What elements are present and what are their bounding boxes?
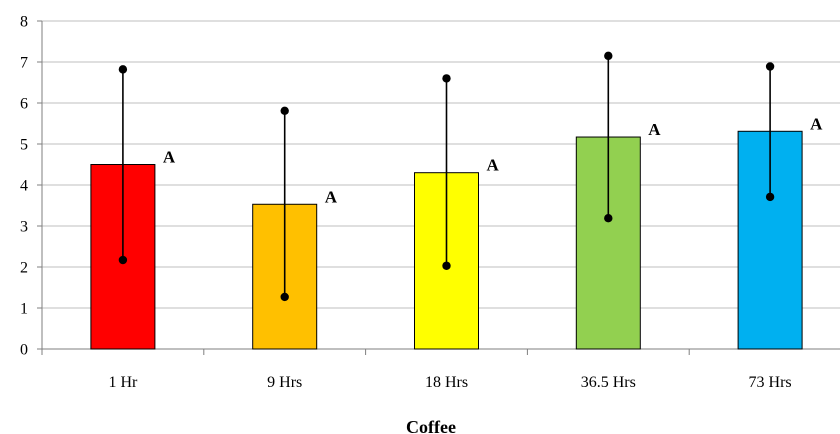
significance-letter: A [648, 120, 661, 139]
x-tick-label: 36.5 Hrs [581, 374, 636, 391]
error-bar-lower-cap [442, 261, 451, 270]
error-bars [118, 51, 775, 302]
error-bar-lower-cap [280, 292, 289, 302]
error-bar-upper-cap [118, 65, 128, 74]
significance-letter: A [487, 156, 500, 175]
error-bar-lower-cap [604, 214, 613, 223]
error-bar-lower-cap [118, 255, 128, 265]
bars [90, 130, 803, 350]
labels: 0 1 2 3 4 5 6 7 8 A 1 Hr A 9 Hrs A 18 Hrs A 36.5 Hrs A 73 … [20, 14, 823, 392]
y-tick-label: 0 [20, 342, 28, 359]
y-tick-label: 6 [20, 96, 28, 113]
error-bar-upper-cap [280, 106, 289, 115]
y-tick-label: 4 [20, 178, 28, 195]
x-tick-label: 73 Hrs [749, 374, 792, 391]
x-tick-label: 9 Hrs [267, 374, 302, 391]
error-bar-lower-cap [765, 192, 775, 202]
y-tick-label: 7 [20, 55, 28, 72]
y-tick-label: 5 [20, 137, 28, 154]
y-tick-label: 3 [20, 219, 28, 236]
error-bar-upper-cap [604, 51, 613, 61]
y-tick-label: 8 [20, 14, 28, 31]
error-bar-upper-cap [442, 74, 451, 83]
y-tick-label: 2 [20, 260, 28, 277]
x-axis-title: Coffee [406, 417, 456, 434]
error-bar-upper-cap [765, 62, 775, 71]
x-tick-label: 18 Hrs [425, 374, 468, 391]
significance-letter: A [163, 148, 176, 167]
significance-letter: A [325, 187, 338, 206]
y-tick-label: 1 [20, 301, 28, 318]
significance-letter: A [810, 114, 823, 133]
x-tick-label: 1 Hr [108, 374, 138, 391]
